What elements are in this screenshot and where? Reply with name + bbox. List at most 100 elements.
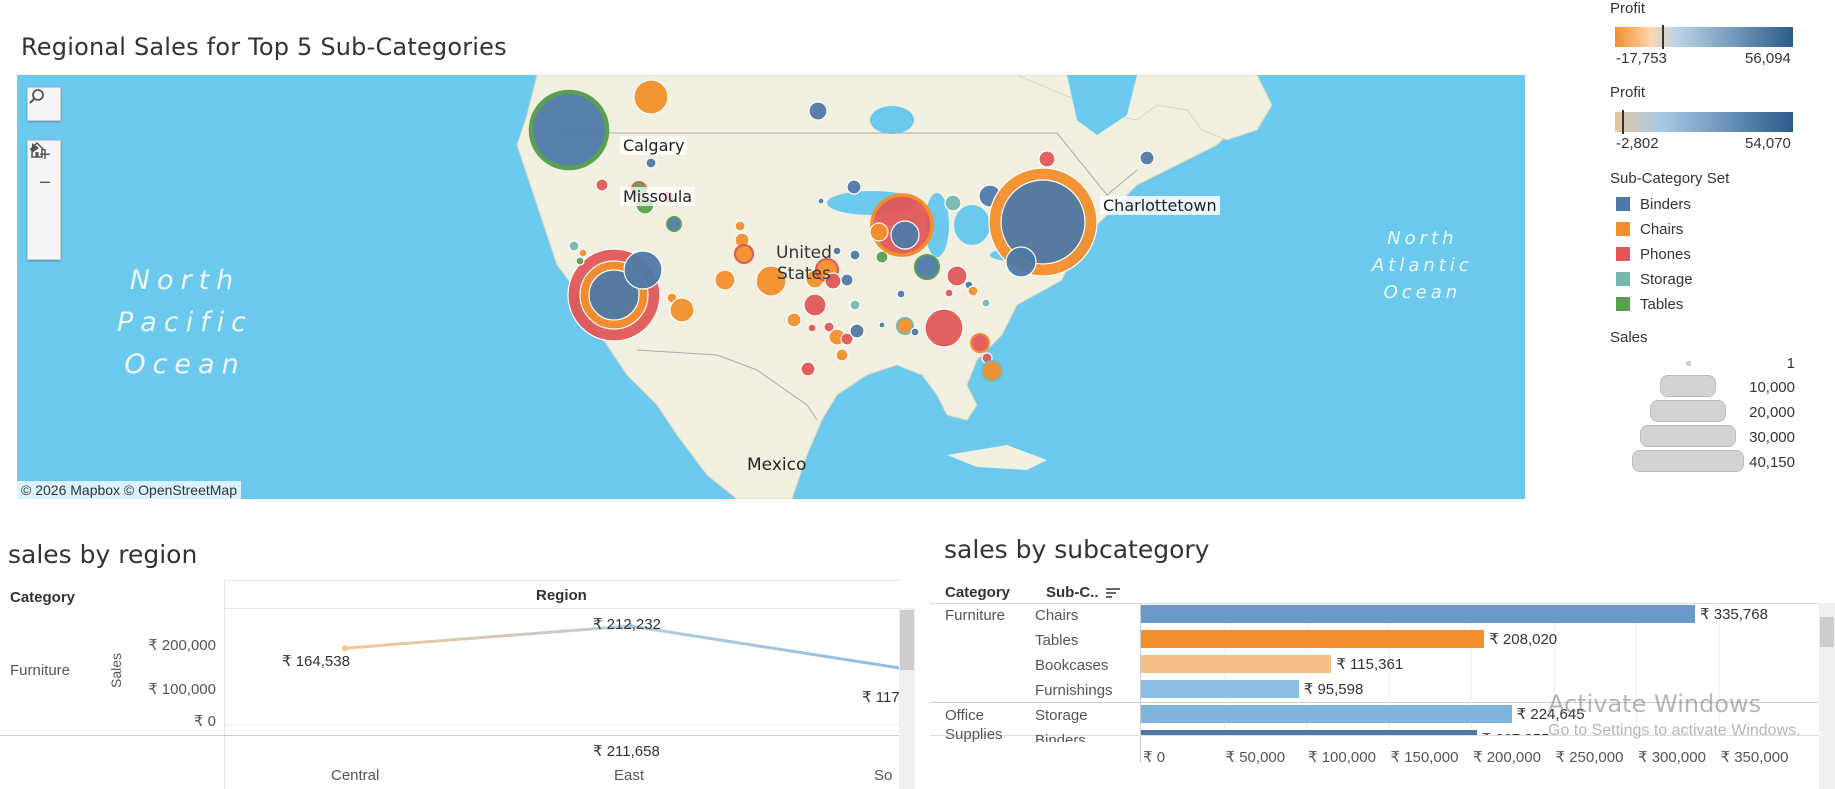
sales-bubble[interactable] [528, 89, 610, 171]
sales-bubble[interactable] [878, 321, 886, 329]
region-header[interactable]: Region [536, 587, 587, 604]
subcategory-label[interactable]: Bookcases [1035, 657, 1109, 674]
region-line-chart[interactable] [225, 609, 899, 735]
scrollbar-thumb[interactable] [900, 610, 914, 670]
sales-bubble[interactable] [786, 312, 802, 328]
sales-bubble[interactable] [835, 348, 849, 362]
sales-bubble[interactable] [808, 101, 828, 121]
lake-huron [954, 205, 990, 245]
plus-icon[interactable]: + [39, 143, 51, 166]
bar-binders[interactable] [1141, 730, 1477, 735]
legend-item-chairs[interactable]: Chairs [1616, 219, 1683, 239]
sales-bubble[interactable] [595, 178, 609, 192]
map-search-tool[interactable] [27, 87, 61, 121]
sort-icon[interactable] [1106, 586, 1120, 604]
sales-bubble[interactable] [981, 360, 1003, 382]
sales-bubble[interactable] [734, 244, 754, 264]
data-point[interactable] [342, 645, 348, 652]
bar-tables[interactable] [1141, 630, 1485, 648]
category-label-furniture[interactable]: Furniture [945, 607, 1006, 624]
sales-bubble[interactable] [896, 317, 914, 335]
sales-bubble[interactable] [1000, 179, 1086, 265]
search-icon[interactable] [28, 88, 62, 122]
bar-furnishings[interactable] [1141, 680, 1299, 698]
sales-bubble[interactable] [669, 297, 695, 323]
sales-bubble[interactable] [568, 240, 580, 252]
sales-bubble[interactable] [914, 254, 940, 280]
sales-bubble[interactable] [623, 250, 663, 290]
profit-color-ramp[interactable] [1615, 27, 1793, 47]
bar-chairs[interactable] [1141, 605, 1696, 623]
sales-bubble[interactable] [645, 157, 657, 169]
sales-bubble[interactable] [578, 248, 588, 258]
sales-bubble[interactable] [575, 256, 585, 266]
map-canvas[interactable] [17, 75, 1525, 499]
sales-bubble[interactable] [970, 333, 990, 353]
sales-bubble[interactable] [840, 332, 854, 346]
legend-item-storage[interactable]: Storage [1616, 269, 1693, 289]
sales-bubble[interactable] [890, 220, 920, 250]
sales-bubble[interactable] [832, 246, 842, 256]
size-legend-row: 10,000 [1610, 375, 1795, 399]
size-label: 40,150 [1749, 454, 1795, 471]
profit-max-label: 56,094 [1745, 50, 1791, 67]
legend-item-phones[interactable]: Phones [1616, 244, 1691, 264]
sales-bubble[interactable] [944, 194, 962, 212]
profit-legend-title: Profit [1610, 0, 1646, 17]
sales-bubble[interactable] [944, 288, 954, 298]
sales-bubble[interactable] [755, 265, 787, 297]
minus-icon[interactable]: − [39, 171, 51, 194]
sales-bubble[interactable] [1038, 150, 1056, 168]
bar-plot-area[interactable]: ₹ 335,768 ₹ 208,020 ₹ 115,361 ₹ 95,598 ₹ 224… [1141, 603, 1821, 735]
legend-item-binders[interactable]: Binders [1616, 194, 1691, 214]
sales-bubble[interactable] [840, 273, 854, 287]
scrollbar-thumb[interactable] [1820, 617, 1834, 647]
category-label-office-supplies[interactable]: Office Supplies [945, 707, 1003, 743]
sales-bubble[interactable] [849, 323, 865, 339]
sales-bubble[interactable] [875, 250, 889, 264]
sales-bubble[interactable] [849, 299, 861, 311]
sales-bubble[interactable] [666, 216, 682, 232]
row-label-furniture[interactable]: Furniture [10, 662, 71, 679]
sales-bubble[interactable] [714, 269, 736, 291]
subcategory-label[interactable]: Binders [1035, 732, 1086, 742]
sales-bubble[interactable] [849, 249, 861, 261]
play-icon[interactable] [28, 143, 62, 253]
data-point[interactable] [627, 622, 633, 629]
place-label-calgary: Calgary [620, 136, 688, 155]
map-attribution[interactable]: © 2026 Mapbox © OpenStreetMap [17, 481, 241, 499]
category-header[interactable]: Category [945, 584, 1011, 601]
vertical-scrollbar[interactable] [899, 608, 915, 789]
subcategory-label[interactable]: Tables [1035, 632, 1079, 649]
sales-bubble[interactable] [1139, 150, 1155, 166]
subcategory-label[interactable]: Storage [1035, 707, 1088, 724]
subcategory-label[interactable]: Furnishings [1035, 682, 1113, 699]
home-icon[interactable] [28, 141, 62, 225]
sales-bubble[interactable] [807, 323, 817, 333]
sales-bubble[interactable] [633, 79, 669, 115]
sales-bubble[interactable] [981, 298, 991, 308]
bar-storage[interactable] [1141, 705, 1512, 723]
sales-map[interactable]: North Pacific Ocean North Atlantic Ocean… [17, 75, 1525, 499]
sales-bubble[interactable] [846, 179, 862, 195]
sales-bubble[interactable] [817, 197, 825, 205]
sales-bubble[interactable] [734, 220, 746, 232]
category-header[interactable]: Category [10, 589, 76, 606]
sales-bubble[interactable] [803, 293, 827, 317]
bar-bookcases[interactable] [1141, 655, 1332, 673]
sales-bubble[interactable] [1005, 246, 1037, 278]
vertical-scrollbar[interactable] [1819, 603, 1835, 789]
sales-bubble[interactable] [800, 361, 816, 377]
subcategory-label[interactable]: Chairs [1035, 607, 1079, 624]
sales-bubble[interactable] [910, 327, 920, 337]
sales-bubble[interactable] [823, 321, 835, 333]
sales-bubble[interactable] [588, 269, 640, 321]
sales-bubble[interactable] [896, 289, 906, 299]
subcategory-header[interactable]: Sub-C.. [1046, 584, 1099, 601]
sales-bubble[interactable] [924, 308, 964, 348]
sales-bubble[interactable] [869, 222, 889, 242]
sales-bubble[interactable] [946, 265, 968, 287]
legend-item-tables[interactable]: Tables [1616, 294, 1683, 314]
profit-color-ramp-2[interactable] [1615, 112, 1793, 132]
sales-bubble[interactable] [967, 285, 979, 297]
